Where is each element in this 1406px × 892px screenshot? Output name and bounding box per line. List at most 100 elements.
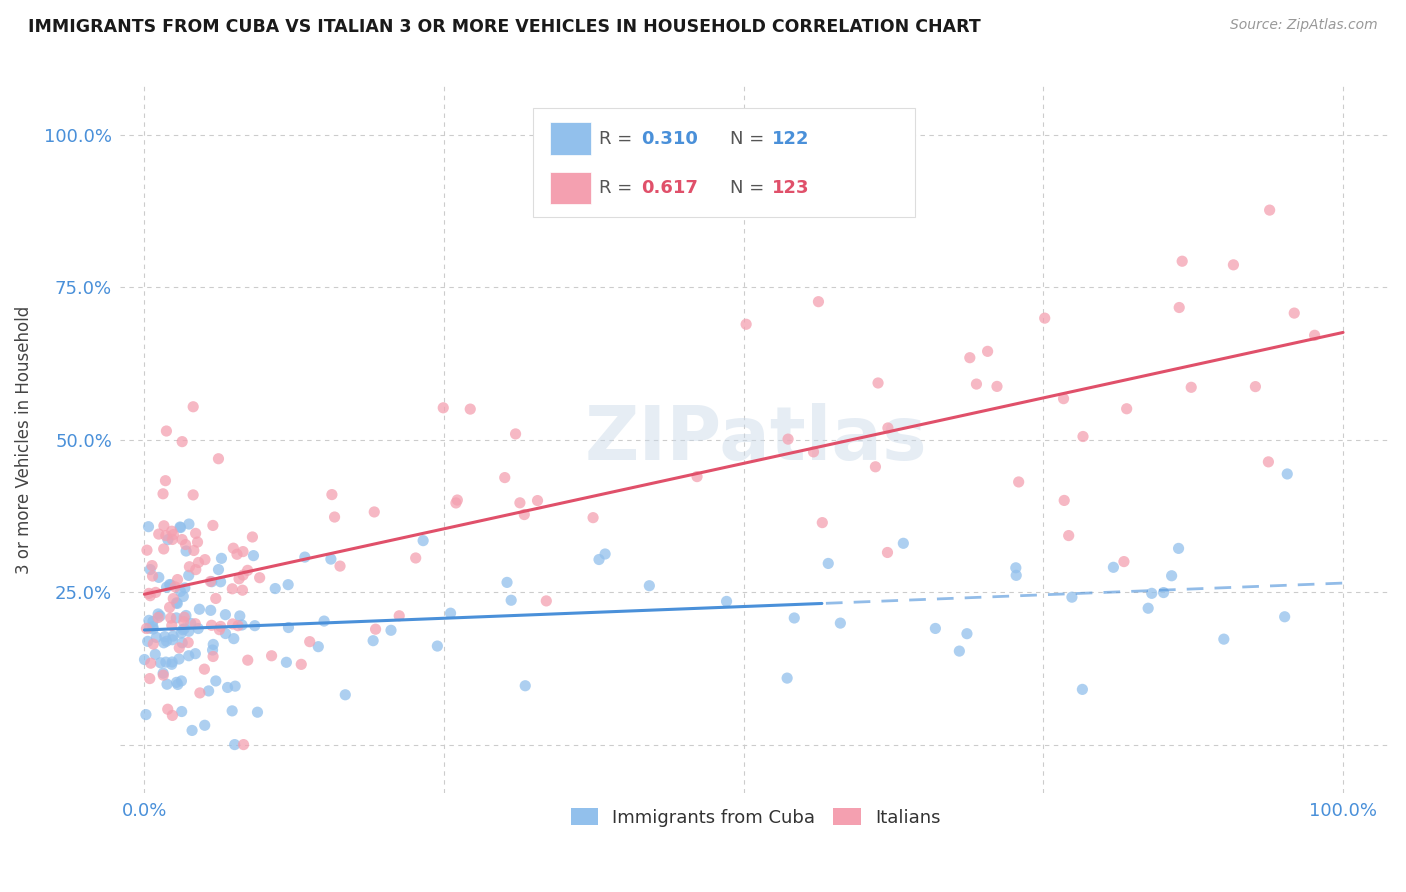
Point [159,578,181,592]
Point [159,611,181,625]
Point [260,648,283,663]
Point [314,614,336,628]
Point [865,459,887,474]
Point [141,569,163,583]
Point [209,574,232,589]
Point [166,597,188,611]
Point [145,631,167,645]
Point [298,634,321,648]
Point [166,596,188,610]
Point [142,637,165,651]
Point [177,635,200,649]
Point [201,518,224,533]
Point [159,600,181,615]
Point [361,633,384,648]
Point [231,583,253,598]
Point [155,528,177,542]
Point [716,594,738,608]
Point [876,545,898,559]
Point [139,656,162,670]
Point [174,544,197,558]
Point [986,379,1008,393]
Text: 0.310: 0.310 [641,129,699,148]
Point [290,657,312,672]
Point [170,533,193,547]
Point [505,426,527,441]
Point [1244,379,1267,393]
Point [156,702,179,716]
Point [214,626,236,640]
Point [149,656,172,670]
Point [136,634,159,648]
Point [965,377,987,392]
Point [197,684,219,698]
Point [169,520,191,534]
Point [138,519,160,533]
Point [380,624,402,638]
Point [172,636,194,650]
Point [1222,258,1244,272]
Point [200,574,222,589]
Point [160,655,183,669]
Point [412,533,434,548]
Point [152,666,174,681]
Y-axis label: 3 or more Vehicles in Household: 3 or more Vehicles in Household [15,306,32,574]
Point [924,622,946,636]
Point [811,516,834,530]
Point [588,552,610,566]
Point [582,510,605,524]
Point [817,557,839,571]
Point [155,424,177,438]
Point [172,590,194,604]
Point [243,618,266,632]
Point [139,562,162,576]
Point [868,376,890,390]
Point [432,401,454,415]
Point [172,623,194,637]
Text: 0.617: 0.617 [641,179,699,197]
Point [177,624,200,639]
Text: R =: R = [599,179,638,197]
Point [177,516,200,531]
Point [162,527,184,541]
Point [187,556,209,570]
Point [148,527,170,541]
Point [1033,311,1056,326]
Point [830,616,852,631]
Point [494,470,516,484]
Point [319,552,342,566]
Point [229,609,252,624]
Point [188,686,211,700]
Point [194,552,217,566]
Point [593,547,616,561]
Point [148,610,170,624]
Point [513,508,536,522]
FancyBboxPatch shape [550,172,591,204]
Point [1112,555,1135,569]
Text: N =: N = [730,129,770,148]
Point [321,487,343,501]
Text: 122: 122 [772,129,810,148]
Text: N =: N = [730,179,770,197]
Point [201,574,224,589]
Point [169,520,191,534]
Point [186,535,208,549]
Point [1053,493,1076,508]
Point [1303,328,1326,343]
Point [170,673,193,688]
Point [181,400,204,414]
Point [1153,585,1175,599]
Point [173,610,195,624]
Point [170,626,193,640]
Point [444,496,467,510]
Point [202,637,225,651]
Point [1277,467,1299,481]
Point [214,607,236,622]
Point [232,544,254,558]
Point [232,568,254,582]
Point [264,582,287,596]
Point [201,643,224,657]
Text: R =: R = [599,129,638,148]
Point [226,618,249,632]
Point [170,705,193,719]
